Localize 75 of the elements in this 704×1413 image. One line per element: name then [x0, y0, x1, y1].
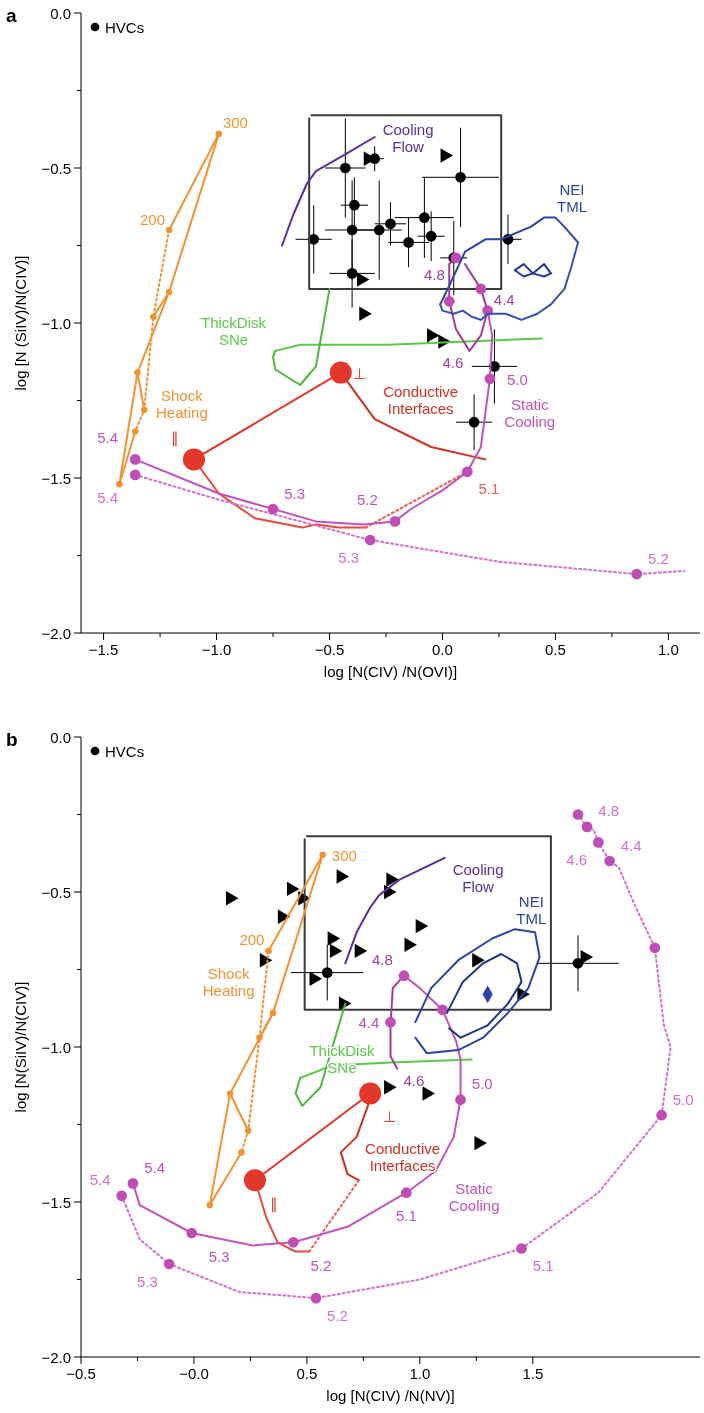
x-tick-label: 1.0	[409, 1365, 431, 1382]
annotation: ThickDisk SNe	[200, 313, 267, 348]
annotation: 5.4	[97, 488, 119, 506]
x-tick-label: −0.0	[179, 1365, 209, 1382]
annotation: 5.2	[327, 1306, 348, 1324]
annotation: 4.6	[442, 353, 464, 371]
annotation: NEI TML	[516, 892, 547, 927]
annotation: Conductive Interfaces	[383, 382, 459, 417]
y-tick-label: −0.5	[41, 883, 71, 901]
annotation: NEI TML	[557, 180, 588, 215]
annotation: 4.6	[566, 850, 588, 868]
annotation: 5.3	[208, 1247, 230, 1264]
y-tick-label: −2.0	[41, 624, 71, 642]
annotation: 5.0	[471, 1074, 493, 1092]
annotation: Cooling Flow	[452, 860, 504, 895]
annotation: Shock Heating	[202, 964, 255, 999]
y-axis-title: log [N (SiIV)/N(CIV)]	[11, 255, 29, 391]
legend-label: HVCs	[105, 18, 145, 36]
x-tick-label: −1.5	[88, 641, 119, 658]
annotation: 4.4	[620, 836, 642, 853]
annotation: ∥	[270, 1194, 279, 1213]
annotation: 5.0	[507, 370, 528, 388]
annotation: ⊥	[382, 1107, 396, 1125]
y-tick-label: −1.0	[41, 1038, 71, 1056]
annotation: 5.1	[532, 1256, 554, 1274]
y-axis-title: log [N(SiIV)/N(CIV)]	[11, 981, 29, 1113]
y-tick-label: −1.5	[41, 469, 71, 487]
x-tick-label: 0.0	[432, 641, 453, 658]
annotation: 5.4	[89, 1170, 111, 1188]
annotation: 5.2	[647, 549, 669, 567]
x-tick-label: 0.5	[544, 641, 566, 658]
y-tick-label: −1.5	[41, 1193, 71, 1211]
annotation: Cooling Flow	[382, 120, 434, 154]
annotation: 200	[239, 930, 265, 948]
y-tick-label: −0.5	[41, 159, 71, 177]
annotation: 300	[222, 113, 248, 131]
annotation: Static Cooling	[448, 1179, 500, 1213]
chart-title: b	[6, 728, 18, 750]
x-tick-label: 1.5	[522, 1365, 544, 1382]
annotation: 5.2	[310, 1256, 332, 1274]
annotation: 5.1	[478, 479, 500, 497]
annotation: 5.3	[284, 484, 306, 501]
annotation: Conductive Interfaces	[365, 1139, 441, 1174]
annotation: 5.3	[338, 548, 359, 565]
annotation: 5.2	[356, 490, 378, 508]
x-axis-title: log [N(CIV) /N(OVI)]	[323, 663, 458, 680]
x-tick-label: −0.5	[314, 641, 345, 658]
annotation: 300	[331, 846, 357, 864]
chart-title: a	[6, 4, 17, 26]
annotation: 4.4	[493, 290, 515, 308]
annotation: Shock Heating	[156, 386, 208, 421]
y-tick-label: 0.0	[50, 4, 71, 22]
annotation: 5.4	[144, 1158, 165, 1176]
annotation: 4.8	[598, 801, 620, 819]
x-tick-label: 0.5	[296, 1365, 318, 1382]
annotation: 200	[139, 210, 166, 227]
annotation: Static Cooling	[504, 395, 556, 430]
annotation: 4.8	[423, 265, 445, 283]
y-tick-label: −1.0	[41, 314, 71, 332]
annotation: 4.8	[372, 950, 393, 968]
annotation: 5.0	[672, 1090, 694, 1108]
annotation: 5.4	[97, 428, 119, 446]
y-tick-label: −2.0	[41, 1348, 71, 1366]
legend-label: HVCs	[105, 742, 145, 760]
annotation: ∥	[170, 428, 179, 447]
annotation: 5.1	[395, 1206, 417, 1224]
x-tick-label: −0.5	[66, 1365, 96, 1382]
annotation: 4.4	[358, 1013, 380, 1031]
annotation: 5.3	[137, 1272, 158, 1289]
annotation: 4.6	[403, 1071, 425, 1089]
x-tick-label: 1.0	[657, 641, 679, 658]
annotation: ⊥	[353, 364, 367, 382]
x-axis-title: log [N(CIV) /N(NV)]	[326, 1387, 455, 1404]
x-tick-label: −1.0	[201, 641, 232, 658]
y-tick-label: 0.0	[50, 728, 71, 746]
